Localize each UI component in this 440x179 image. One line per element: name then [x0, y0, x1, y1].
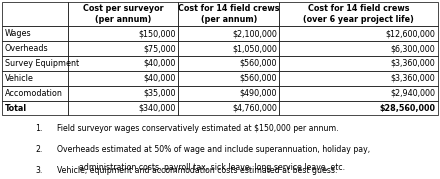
Text: Overheads: Overheads — [5, 44, 48, 53]
Bar — [2, 71, 68, 86]
Bar — [68, 56, 178, 71]
Bar — [279, 71, 438, 86]
Bar — [178, 56, 279, 71]
Bar — [178, 86, 279, 101]
Text: 1.: 1. — [35, 124, 43, 133]
Text: $6,300,000: $6,300,000 — [390, 44, 435, 53]
Text: Vehicle, equipment and accommodation costs estimated at best guess.: Vehicle, equipment and accommodation cos… — [57, 166, 338, 175]
Bar — [68, 71, 178, 86]
Bar — [68, 41, 178, 56]
Bar — [178, 71, 279, 86]
Text: $35,000: $35,000 — [143, 89, 176, 98]
Text: Field surveyor wages conservatively estimated at $150,000 per annum.: Field surveyor wages conservatively esti… — [57, 124, 339, 133]
Bar — [68, 101, 178, 115]
Text: $490,000: $490,000 — [239, 89, 277, 98]
Text: $2,100,000: $2,100,000 — [232, 29, 277, 38]
Bar — [279, 41, 438, 56]
Text: $150,000: $150,000 — [138, 29, 176, 38]
Bar — [279, 2, 438, 26]
Bar — [279, 56, 438, 71]
Text: $12,600,000: $12,600,000 — [385, 29, 435, 38]
Text: 2.: 2. — [35, 145, 43, 154]
Text: Survey Equipment: Survey Equipment — [5, 59, 79, 68]
Text: $28,560,000: $28,560,000 — [379, 103, 435, 113]
Bar — [2, 56, 68, 71]
Bar — [2, 41, 68, 56]
Text: $3,360,000: $3,360,000 — [390, 59, 435, 68]
Bar — [2, 86, 68, 101]
Bar — [178, 26, 279, 41]
Text: Overheads estimated at 50% of wage and include superannuation, holiday pay,: Overheads estimated at 50% of wage and i… — [57, 145, 370, 154]
Text: 3.: 3. — [35, 166, 43, 175]
Text: $340,000: $340,000 — [138, 103, 176, 113]
Text: $75,000: $75,000 — [143, 44, 176, 53]
Bar — [2, 101, 68, 115]
Text: $3,360,000: $3,360,000 — [390, 74, 435, 83]
Bar — [178, 101, 279, 115]
Text: Cost for 14 field crews
(over 6 year project life): Cost for 14 field crews (over 6 year pro… — [303, 4, 414, 24]
Bar — [279, 26, 438, 41]
Text: $560,000: $560,000 — [239, 59, 277, 68]
Text: Vehicle: Vehicle — [5, 74, 34, 83]
Bar — [68, 2, 178, 26]
Bar — [279, 101, 438, 115]
Text: $4,760,000: $4,760,000 — [232, 103, 277, 113]
Text: Accomodation: Accomodation — [5, 89, 63, 98]
Text: administration costs, payroll tax, sick leave, long service leave, etc.: administration costs, payroll tax, sick … — [79, 163, 345, 172]
Text: Cost for 14 field crews
(per annum): Cost for 14 field crews (per annum) — [178, 4, 279, 24]
Bar — [279, 86, 438, 101]
Bar — [178, 41, 279, 56]
Bar — [2, 26, 68, 41]
Bar — [68, 86, 178, 101]
Text: Total: Total — [5, 103, 27, 113]
Text: $560,000: $560,000 — [239, 74, 277, 83]
Text: Cost per surveyor
(per annum): Cost per surveyor (per annum) — [83, 4, 164, 24]
Bar — [68, 26, 178, 41]
Text: $2,940,000: $2,940,000 — [390, 89, 435, 98]
Text: $40,000: $40,000 — [143, 59, 176, 68]
Bar — [178, 2, 279, 26]
Text: $1,050,000: $1,050,000 — [232, 44, 277, 53]
Bar — [2, 2, 68, 26]
Text: $40,000: $40,000 — [143, 74, 176, 83]
Text: Wages: Wages — [5, 29, 32, 38]
